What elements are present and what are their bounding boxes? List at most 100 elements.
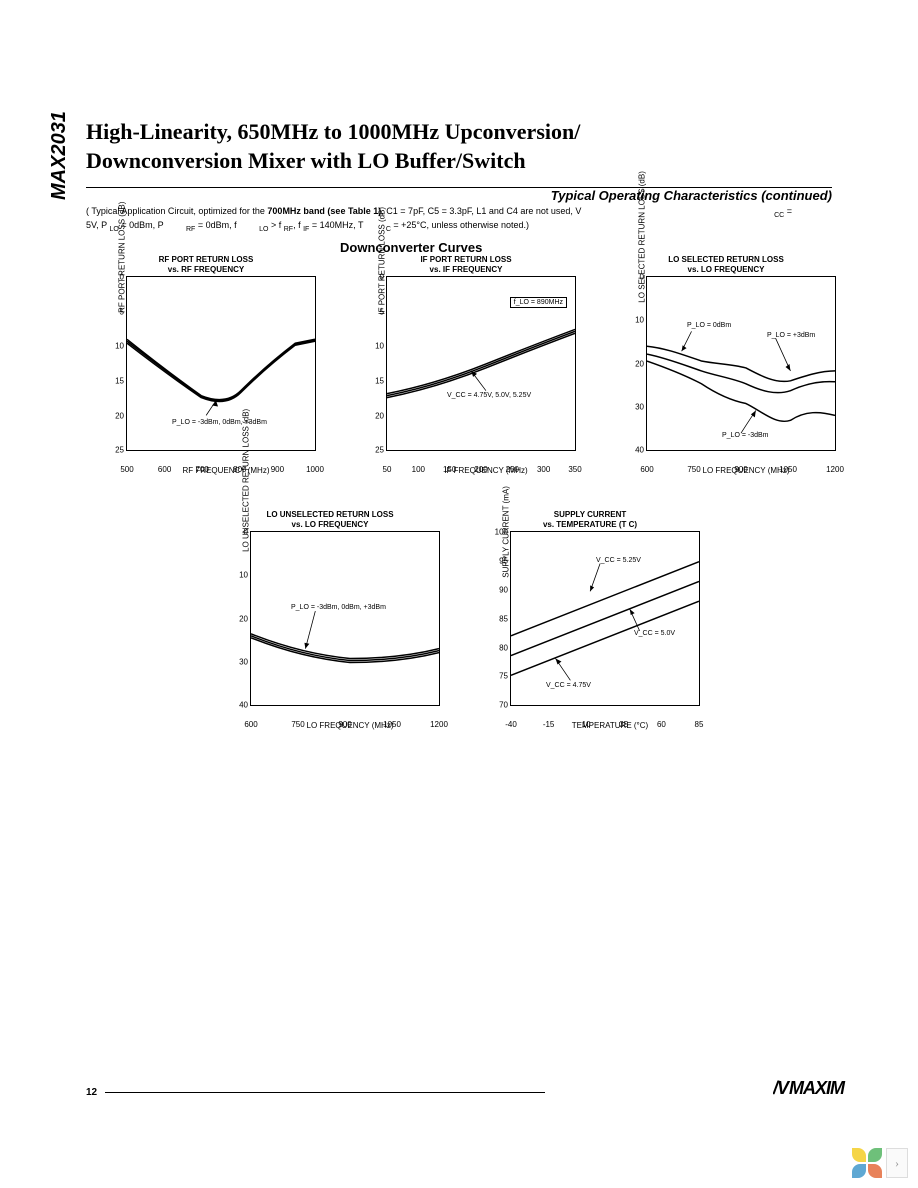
y-tick: 20	[226, 614, 248, 623]
chart-annotation: V_CC = 5.0V	[634, 630, 675, 637]
x-tick: 600	[158, 465, 171, 474]
maxim-logo: /V MAXIM	[773, 1078, 858, 1103]
chart-annotation: P_LO = -3dBm, 0dBm, +3dBm	[291, 604, 386, 611]
cond-text: = 140MHz, T	[309, 220, 363, 230]
cond-vcc: CC =	[774, 205, 792, 221]
charts-row-2: LO UNSELECTED RETURN LOSS vs. LO FREQUEN…	[210, 510, 710, 730]
cond-text: LO > f RF, f IF = 140MHz, T	[259, 220, 363, 230]
nav-petal	[868, 1164, 882, 1178]
y-tick: 100	[486, 528, 508, 537]
plot-area: LO UNSELECTED RETURN LOSS (dB) 0 10 20 3…	[250, 531, 440, 706]
y-tick: 25	[102, 446, 124, 455]
y-tick: 10	[102, 342, 124, 351]
chart-annotation: P_LO = -3dBm, 0dBm, +3dBm	[172, 419, 267, 426]
curve-svg	[647, 277, 835, 450]
x-tick: 1200	[430, 720, 448, 729]
y-ticks: 0 5 10 15 20 25	[362, 277, 384, 450]
nav-next-button[interactable]: ›	[886, 1148, 908, 1178]
y-tick: 95	[486, 557, 508, 566]
x-tick: 85	[695, 720, 704, 729]
x-tick: 1050	[383, 720, 401, 729]
y-tick: 10	[226, 571, 248, 580]
x-tick: 60	[657, 720, 666, 729]
svg-text:MAXIM: MAXIM	[789, 1078, 846, 1098]
cond-sub: RF	[186, 225, 195, 232]
y-tick: 80	[486, 643, 508, 652]
chart-title-l2: vs. IF FREQUENCY	[430, 265, 503, 274]
nav-widget: ›	[852, 1148, 908, 1178]
y-tick: 0	[622, 273, 644, 282]
y-ticks: 100 95 90 85 80 75 70	[486, 532, 508, 705]
x-tick: 700	[196, 465, 209, 474]
x-tick: 250	[506, 465, 519, 474]
chart-title-l1: IF PORT RETURN LOSS	[420, 255, 511, 264]
cond-text: > f	[268, 220, 283, 230]
y-tick: 20	[362, 411, 384, 420]
chart-annotation: P_LO = -3dBm	[722, 432, 769, 439]
x-tick: 35	[619, 720, 628, 729]
chart-annotation: V_CC = 5.25V	[596, 557, 641, 564]
section-header: Typical Operating Characteristics (conti…	[86, 187, 832, 203]
x-tick: 900	[271, 465, 284, 474]
y-tick: 30	[622, 402, 644, 411]
x-tick: 10	[582, 720, 591, 729]
nav-petal	[868, 1148, 882, 1162]
x-tick: 900	[734, 465, 747, 474]
x-tick: 50	[383, 465, 392, 474]
y-tick: 5	[362, 307, 384, 316]
chart-title-l1: LO SELECTED RETURN LOSS	[668, 255, 784, 264]
y-tick: 40	[226, 701, 248, 710]
cond-bold: 700MHz band (see Table 1)	[267, 206, 381, 216]
y-ticks: 0 10 20 30 40	[622, 277, 644, 450]
chart-annotation: V_CC = 4.75V, 5.0V, 5.25V	[447, 392, 531, 399]
x-tick: 500	[120, 465, 133, 474]
y-ticks: 0 10 20 30 40	[226, 532, 248, 705]
page-title: High-Linearity, 650MHz to 1000MHz Upconv…	[86, 118, 786, 175]
x-tick: 100	[412, 465, 425, 474]
plot-area: LO SELECTED RETURN LOSS (dB) 0 10 20 30 …	[646, 276, 836, 451]
cond-text: 5V, P	[86, 220, 110, 230]
x-tick: -15	[543, 720, 555, 729]
chart-title-l1: SUPPLY CURRENT	[554, 510, 626, 519]
cond-text: RF = 0dBm, f	[186, 220, 237, 230]
y-tick: 0	[362, 273, 384, 282]
x-tick: 600	[640, 465, 653, 474]
chart-annotation: V_CC = 4.75V	[546, 682, 591, 689]
y-tick: 5	[102, 307, 124, 316]
x-tick: 750	[291, 720, 304, 729]
chart-title-l2: vs. TEMPERATURE (T C)	[543, 520, 637, 529]
y-tick: 70	[486, 701, 508, 710]
nav-logo-icon[interactable]	[852, 1148, 882, 1178]
curves-section-title: Downconverter Curves	[340, 240, 482, 255]
x-tick: 300	[537, 465, 550, 474]
title-line2: Downconversion Mixer with LO Buffer/Swit…	[86, 148, 526, 173]
chart-lo-unselected-return-loss: LO UNSELECTED RETURN LOSS vs. LO FREQUEN…	[210, 510, 450, 730]
chart-title-l2: vs. RF FREQUENCY	[168, 265, 244, 274]
chart-title-l1: RF PORT RETURN LOSS	[159, 255, 254, 264]
nav-petal	[852, 1164, 866, 1178]
chart-annotation: f_LO = 890MHz	[510, 297, 567, 308]
x-tick: 1050	[779, 465, 797, 474]
cond-text: , C1 = 7pF, C5 = 3.3pF, L1 and C4 are no…	[381, 206, 581, 216]
y-tick: 0	[226, 528, 248, 537]
chart-rf-return-loss: RF PORT RETURN LOSS vs. RF FREQUENCY RF …	[86, 255, 326, 475]
title-line1: High-Linearity, 650MHz to 1000MHz Upconv…	[86, 119, 580, 144]
y-tick: 15	[362, 376, 384, 385]
y-tick: 40	[622, 446, 644, 455]
x-tick: 1000	[306, 465, 324, 474]
x-tick: 900	[338, 720, 351, 729]
y-ticks: 0 5 10 15 20 25	[102, 277, 124, 450]
chart-title-l2: vs. LO FREQUENCY	[688, 265, 765, 274]
y-tick: 20	[622, 359, 644, 368]
y-tick: 20	[102, 411, 124, 420]
cond-text: C = +25°C, unless otherwise noted.)	[386, 220, 529, 230]
x-tick: 1200	[826, 465, 844, 474]
test-conditions: ( Typical Application Circuit, optimized…	[86, 205, 832, 235]
y-tick: 85	[486, 614, 508, 623]
x-tick: 600	[244, 720, 257, 729]
cond-text: , f	[293, 220, 303, 230]
cond-text: = 0dBm, f	[195, 220, 236, 230]
chart-supply-current: SUPPLY CURRENT vs. TEMPERATURE (T C) SUP…	[470, 510, 710, 730]
chart-title-l2: vs. LO FREQUENCY	[292, 520, 369, 529]
y-tick: 75	[486, 672, 508, 681]
